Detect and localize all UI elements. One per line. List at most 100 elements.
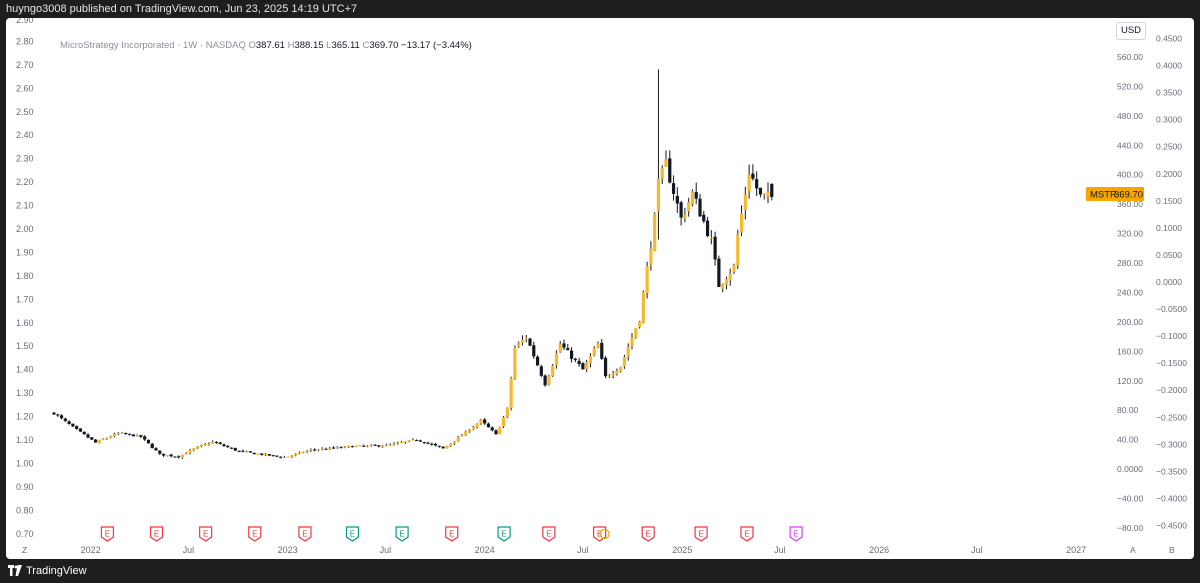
candle-126 — [528, 337, 532, 347]
earnings-marker-7[interactable]: E — [445, 526, 459, 542]
candle-171 — [698, 194, 702, 217]
high-value: 388.15 — [294, 40, 324, 51]
candle-32 — [173, 456, 177, 458]
earnings-marker-1[interactable]: E — [149, 526, 164, 542]
candle-14 — [105, 437, 109, 440]
candle-51 — [245, 450, 249, 453]
right-scale-axis: 0.4500 0.4000 0.3500 0.3000 0.2500 0.2000 0.15… — [1156, 34, 1187, 531]
candle-145 — [600, 339, 604, 360]
time-axis-label-8: 2026 — [869, 545, 889, 555]
left-axis-label-0: 2.80 — [16, 36, 34, 46]
candle-52 — [248, 451, 253, 453]
candle-63 — [290, 455, 294, 459]
candle-157 — [645, 261, 649, 299]
candle-12 — [97, 439, 101, 444]
scale-mode-button[interactable]: B — [1169, 545, 1175, 555]
scale-axis-label-17: −0.4000 — [1156, 493, 1187, 503]
candle-56 — [263, 452, 268, 457]
candle-106 — [452, 441, 457, 446]
candle-161 — [660, 165, 664, 185]
candle-125 — [524, 334, 528, 343]
candle-71 — [320, 447, 324, 451]
earnings-marker-label-2: E — [203, 530, 208, 539]
candle-109 — [464, 430, 468, 437]
candle-90 — [392, 442, 396, 446]
earnings-marker-4[interactable]: E — [298, 526, 312, 542]
earnings-marker-13[interactable]: E — [740, 526, 754, 542]
candle-60 — [279, 456, 283, 459]
currency-button[interactable]: USD — [1116, 22, 1146, 40]
price-axis-label-9: 200.00 — [1117, 317, 1143, 327]
publish-bar: huyngo3008 published on TradingView.com,… — [0, 0, 1200, 18]
candle-115 — [486, 422, 491, 428]
candle-136 — [566, 343, 570, 351]
last-price-tag: MSTR 369.70 — [1086, 187, 1144, 201]
earnings-marker-10[interactable]: E — [593, 526, 610, 542]
candle-18 — [120, 431, 124, 434]
candlestick-chart[interactable]: 2.90 2.80 2.70 2.60 2.50 2.40 2.30 2.20 2.10 2.00… — [6, 18, 1194, 559]
candle-23 — [139, 434, 143, 439]
scale-axis-label-15: −0.3000 — [1156, 439, 1187, 449]
candle-166 — [679, 200, 683, 226]
earnings-marker-8[interactable]: E — [497, 526, 511, 542]
price-axis-label-8: 240.00 — [1117, 287, 1143, 297]
candle-11 — [93, 438, 98, 443]
price-tag-value: 369.70 — [1114, 190, 1143, 201]
candle-100 — [430, 442, 434, 446]
candle-26 — [150, 442, 154, 449]
candle-30 — [165, 454, 169, 457]
earnings-marker-11[interactable]: E — [641, 526, 655, 542]
earnings-marker-5[interactable]: E — [345, 526, 360, 542]
earnings-marker-3[interactable]: E — [248, 526, 262, 542]
time-axis-label-10: 2027 — [1066, 545, 1086, 555]
candle-4 — [67, 420, 71, 425]
price-axis-label-6: 320.00 — [1117, 229, 1143, 239]
candle-180 — [732, 263, 736, 274]
candle-69 — [313, 448, 317, 452]
time-axis-label-6: 2025 — [672, 545, 692, 555]
zoom-reset-button[interactable]: Z — [22, 545, 27, 555]
candle-5 — [71, 423, 75, 428]
candle-19 — [124, 432, 128, 435]
earnings-marker-2[interactable]: E — [199, 526, 213, 542]
published-text: huyngo3008 published on TradingView.com,… — [6, 3, 358, 15]
candle-121 — [509, 376, 513, 411]
candle-122 — [513, 345, 517, 380]
auto-scale-button[interactable]: A — [1130, 545, 1136, 555]
candle-85 — [373, 443, 377, 446]
candle-170 — [694, 182, 698, 204]
left-axis-label-18: 1.00 — [16, 458, 34, 468]
left-axis-label-top: 2.90 — [16, 18, 34, 25]
candle-9 — [86, 433, 90, 439]
candle-113 — [479, 418, 483, 425]
candle-28 — [158, 450, 162, 456]
candle-183 — [743, 186, 747, 220]
left-axis-label-2: 2.60 — [16, 83, 34, 93]
candle-98 — [422, 441, 426, 444]
left-axis-label-9: 1.90 — [16, 247, 34, 257]
candle-147 — [607, 374, 611, 379]
earnings-marker-9[interactable]: E — [542, 526, 556, 542]
candle-151 — [622, 354, 627, 369]
earnings-marker-6[interactable]: E — [395, 526, 409, 542]
close-value: 369.70 — [369, 40, 399, 51]
scale-axis-label-12: −0.1500 — [1156, 358, 1187, 368]
candle-88 — [384, 443, 389, 447]
scale-axis-label-5: 0.2000 — [1156, 169, 1182, 179]
candle-131 — [547, 374, 551, 386]
time-axis-label-2: 2023 — [278, 545, 298, 555]
chart-panel[interactable]: 2.90 2.80 2.70 2.60 2.50 2.40 2.30 2.20 2.10 2.00… — [6, 18, 1194, 559]
earnings-marker-14[interactable]: E — [789, 526, 803, 542]
price-axis-label-11: 120.00 — [1117, 376, 1143, 386]
candle-84 — [369, 444, 373, 447]
earnings-marker-0[interactable]: E — [100, 526, 115, 542]
price-axis-label-7: 280.00 — [1117, 258, 1143, 268]
earnings-marker-12[interactable]: E — [694, 526, 708, 542]
candle-41 — [207, 442, 211, 446]
candle-65 — [297, 451, 302, 455]
candle-3 — [63, 417, 67, 423]
candle-160 — [656, 69, 661, 240]
candle-168 — [687, 197, 691, 217]
scale-axis-label-3: 0.3000 — [1156, 115, 1182, 125]
